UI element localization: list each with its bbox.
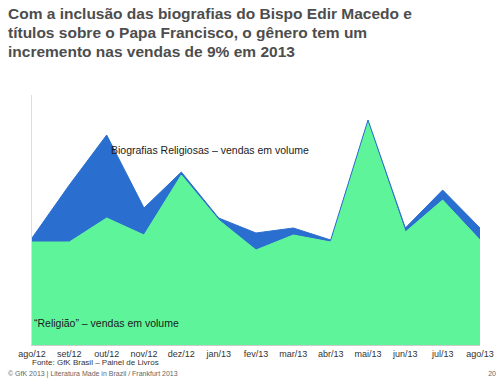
svg-text:ago/13: ago/13 bbox=[466, 349, 494, 359]
svg-text:set/12: set/12 bbox=[57, 349, 82, 359]
svg-text:dez/12: dez/12 bbox=[168, 349, 195, 359]
svg-text:ago/12: ago/12 bbox=[18, 349, 46, 359]
svg-text:abr/13: abr/13 bbox=[318, 349, 344, 359]
html-text:Fonte: GfK Brasil – Painel de: Fonte: GfK Brasil – Painel de Livros bbox=[32, 358, 159, 367]
svg-text:out/12: out/12 bbox=[94, 349, 119, 359]
svg-text:nov/12: nov/12 bbox=[130, 349, 157, 359]
svg-text:mar/13: mar/13 bbox=[279, 349, 307, 359]
svg-text:Biografias Religiosas – vendas: Biografias Religiosas – vendas em volume bbox=[111, 144, 309, 156]
html-text:© GfK 2013 | Literatura Made i: © GfK 2013 | Literatura Made in Brazil /… bbox=[8, 370, 178, 377]
svg-text:mai/13: mai/13 bbox=[354, 349, 381, 359]
svg-text:jan/13: jan/13 bbox=[205, 349, 231, 359]
svg-text:fev/13: fev/13 bbox=[244, 349, 269, 359]
svg-text:“Religião” – vendas em volume: “Religião” – vendas em volume bbox=[34, 317, 179, 329]
html-text:20: 20 bbox=[488, 370, 496, 377]
svg-text:jun/13: jun/13 bbox=[392, 349, 418, 359]
svg-text:jul/13: jul/13 bbox=[431, 349, 454, 359]
html-text:Com a inclusão das biografias: Com a inclusão das biografias do Bispo E… bbox=[8, 5, 412, 60]
